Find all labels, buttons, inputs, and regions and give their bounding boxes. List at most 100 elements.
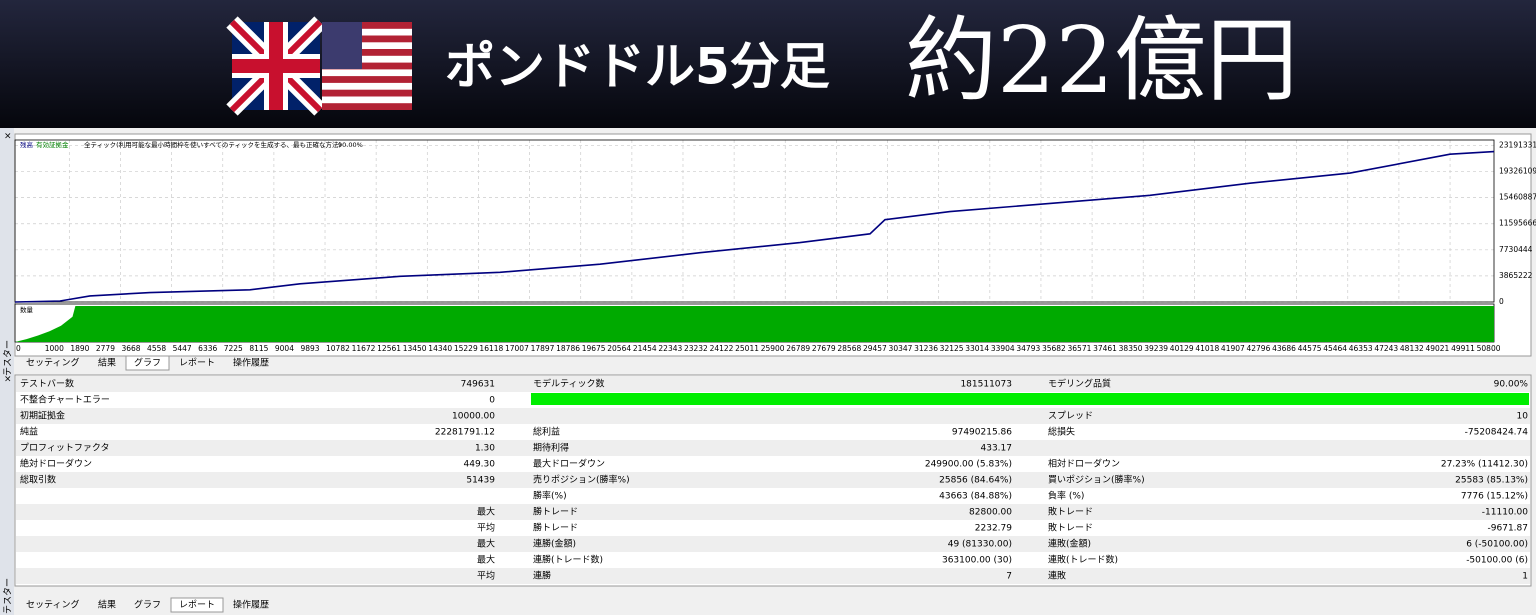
report-cell: 22281791.12 bbox=[435, 428, 495, 438]
row-bg bbox=[16, 504, 1530, 520]
x-tick-label: 50800 bbox=[1477, 344, 1501, 353]
x-tick-label: 19675 bbox=[582, 344, 606, 353]
tab bbox=[125, 355, 170, 371]
x-tick-label: 4558 bbox=[147, 344, 166, 353]
tab-label[interactable]: レポート bbox=[179, 358, 215, 369]
x-tick-label: 43686 bbox=[1272, 344, 1296, 353]
x-tick-label: 11672 bbox=[352, 344, 376, 353]
report-cell: 97490215.86 bbox=[952, 428, 1012, 438]
legend-quality: 90.00% bbox=[338, 141, 363, 149]
tab-label[interactable]: セッティング bbox=[26, 599, 79, 611]
report-cell: 25856 (84.64%) bbox=[939, 476, 1012, 486]
report-cell: 総損失 bbox=[1048, 426, 1075, 438]
x-tick-label: 46353 bbox=[1349, 344, 1373, 353]
x-tick-label: 20564 bbox=[607, 344, 631, 353]
side-strip bbox=[0, 128, 14, 615]
report-cell: 連勝 bbox=[533, 570, 551, 582]
report-cell: 平均 bbox=[477, 570, 495, 582]
x-tick-label: 16118 bbox=[479, 344, 503, 353]
x-tick-label: 48132 bbox=[1400, 344, 1424, 353]
report-cell: 相対ドローダウン bbox=[1048, 458, 1120, 470]
report-cell: テストバー数 bbox=[20, 378, 74, 390]
row-bg bbox=[16, 408, 1530, 424]
volume-area bbox=[15, 306, 1494, 342]
row-bg bbox=[16, 472, 1530, 488]
y-tick-label: 0 bbox=[1499, 297, 1504, 306]
report-cell: 敗トレード bbox=[1048, 506, 1093, 518]
tab-label[interactable]: グラフ bbox=[134, 357, 161, 369]
tab-label[interactable]: 結果 bbox=[98, 599, 116, 611]
close-button[interactable]: × bbox=[4, 132, 12, 142]
report-cell: 負率 (%) bbox=[1048, 490, 1084, 502]
report-cell: 749631 bbox=[461, 380, 495, 390]
x-tick-label: 17007 bbox=[505, 344, 529, 353]
tab-label[interactable]: 結果 bbox=[98, 357, 116, 369]
x-tick-label: 8115 bbox=[249, 344, 268, 353]
report-cell: 連敗 bbox=[1048, 570, 1066, 582]
report-cell: 10 bbox=[1517, 412, 1529, 422]
x-tick-label: 13450 bbox=[403, 344, 427, 353]
x-tick-label: 15229 bbox=[454, 344, 478, 353]
row-bg bbox=[16, 568, 1530, 584]
side-label: テスター bbox=[3, 340, 14, 376]
legend-model: 全ティック(利用可能な最小時間枠を使いすべてのティックを生成する、最も正確な方法… bbox=[84, 140, 341, 149]
legend-equity: 有効証拠金 bbox=[36, 140, 69, 149]
report-cell: 勝率(%) bbox=[533, 490, 567, 502]
report-cell: 敗トレード bbox=[1048, 522, 1093, 534]
x-tick-label: 3668 bbox=[121, 344, 140, 353]
x-tick-label: 22343 bbox=[658, 344, 682, 353]
report-cell: 1 bbox=[1522, 572, 1528, 582]
tab-label[interactable]: 操作履歴 bbox=[233, 357, 269, 369]
report-cell: 25583 (85.13%) bbox=[1455, 476, 1528, 486]
report-cell: 最大 bbox=[477, 538, 495, 550]
report-cell: 0 bbox=[489, 396, 495, 406]
report-cell: 連勝(金額) bbox=[533, 538, 576, 550]
tab bbox=[170, 597, 224, 613]
x-tick-label: 39239 bbox=[1144, 344, 1168, 353]
header-title: ポンドドル5分足 bbox=[445, 38, 830, 96]
report-cell: -11110.00 bbox=[1482, 508, 1528, 518]
tab-label[interactable]: レポート bbox=[179, 600, 215, 611]
report-cell: 初期証拠金 bbox=[20, 410, 65, 422]
quality-bar bbox=[531, 393, 1529, 405]
report-cell: 449.30 bbox=[464, 460, 496, 470]
report-cell: -9671.87 bbox=[1488, 524, 1528, 534]
report-cell: 51439 bbox=[466, 476, 495, 486]
us-flag bbox=[322, 22, 412, 110]
report-cell: 期待利得 bbox=[533, 442, 569, 454]
x-tick-label: 42796 bbox=[1246, 344, 1270, 353]
x-tick-label: 41907 bbox=[1221, 344, 1245, 353]
report-cell: 連敗(金額) bbox=[1048, 538, 1091, 550]
x-tick-label: 44575 bbox=[1298, 344, 1322, 353]
tab-label[interactable]: 操作履歴 bbox=[233, 599, 269, 611]
report-cell: スプレッド bbox=[1048, 411, 1093, 422]
x-tick-label: 25011 bbox=[735, 344, 759, 353]
tab-label[interactable]: グラフ bbox=[134, 599, 161, 611]
x-tick-label: 1890 bbox=[70, 344, 89, 353]
x-tick-label: 5447 bbox=[173, 344, 192, 353]
report-cell: -50100.00 (6) bbox=[1466, 556, 1528, 566]
x-tick-label: 34793 bbox=[1016, 344, 1040, 353]
x-tick-label: 30347 bbox=[889, 344, 913, 353]
report-cell: 最大ドローダウン bbox=[533, 458, 605, 470]
x-tick-label: 45464 bbox=[1323, 344, 1347, 353]
report-cell: 363100.00 (30) bbox=[942, 556, 1012, 566]
close-button[interactable]: × bbox=[4, 375, 12, 385]
report-cell: 買いポジション(勝率%) bbox=[1048, 474, 1145, 486]
x-tick-label: 6336 bbox=[198, 344, 217, 353]
report-cell: 10000.00 bbox=[452, 412, 495, 422]
x-tick-label: 47243 bbox=[1374, 344, 1398, 353]
x-tick-label: 29457 bbox=[863, 344, 887, 353]
report-cell: 勝トレード bbox=[533, 522, 578, 534]
tab-label[interactable]: セッティング bbox=[26, 357, 79, 369]
row-bg bbox=[16, 536, 1530, 552]
report-cell: 不整合チャートエラー bbox=[20, 394, 110, 406]
report-cell: 181511073 bbox=[960, 380, 1012, 390]
plot-frame bbox=[14, 139, 1495, 303]
x-tick-label: 7225 bbox=[224, 344, 243, 353]
report-cell: 平均 bbox=[477, 522, 495, 534]
x-tick-label: 33904 bbox=[991, 344, 1015, 353]
x-tick-label: 18786 bbox=[556, 344, 580, 353]
